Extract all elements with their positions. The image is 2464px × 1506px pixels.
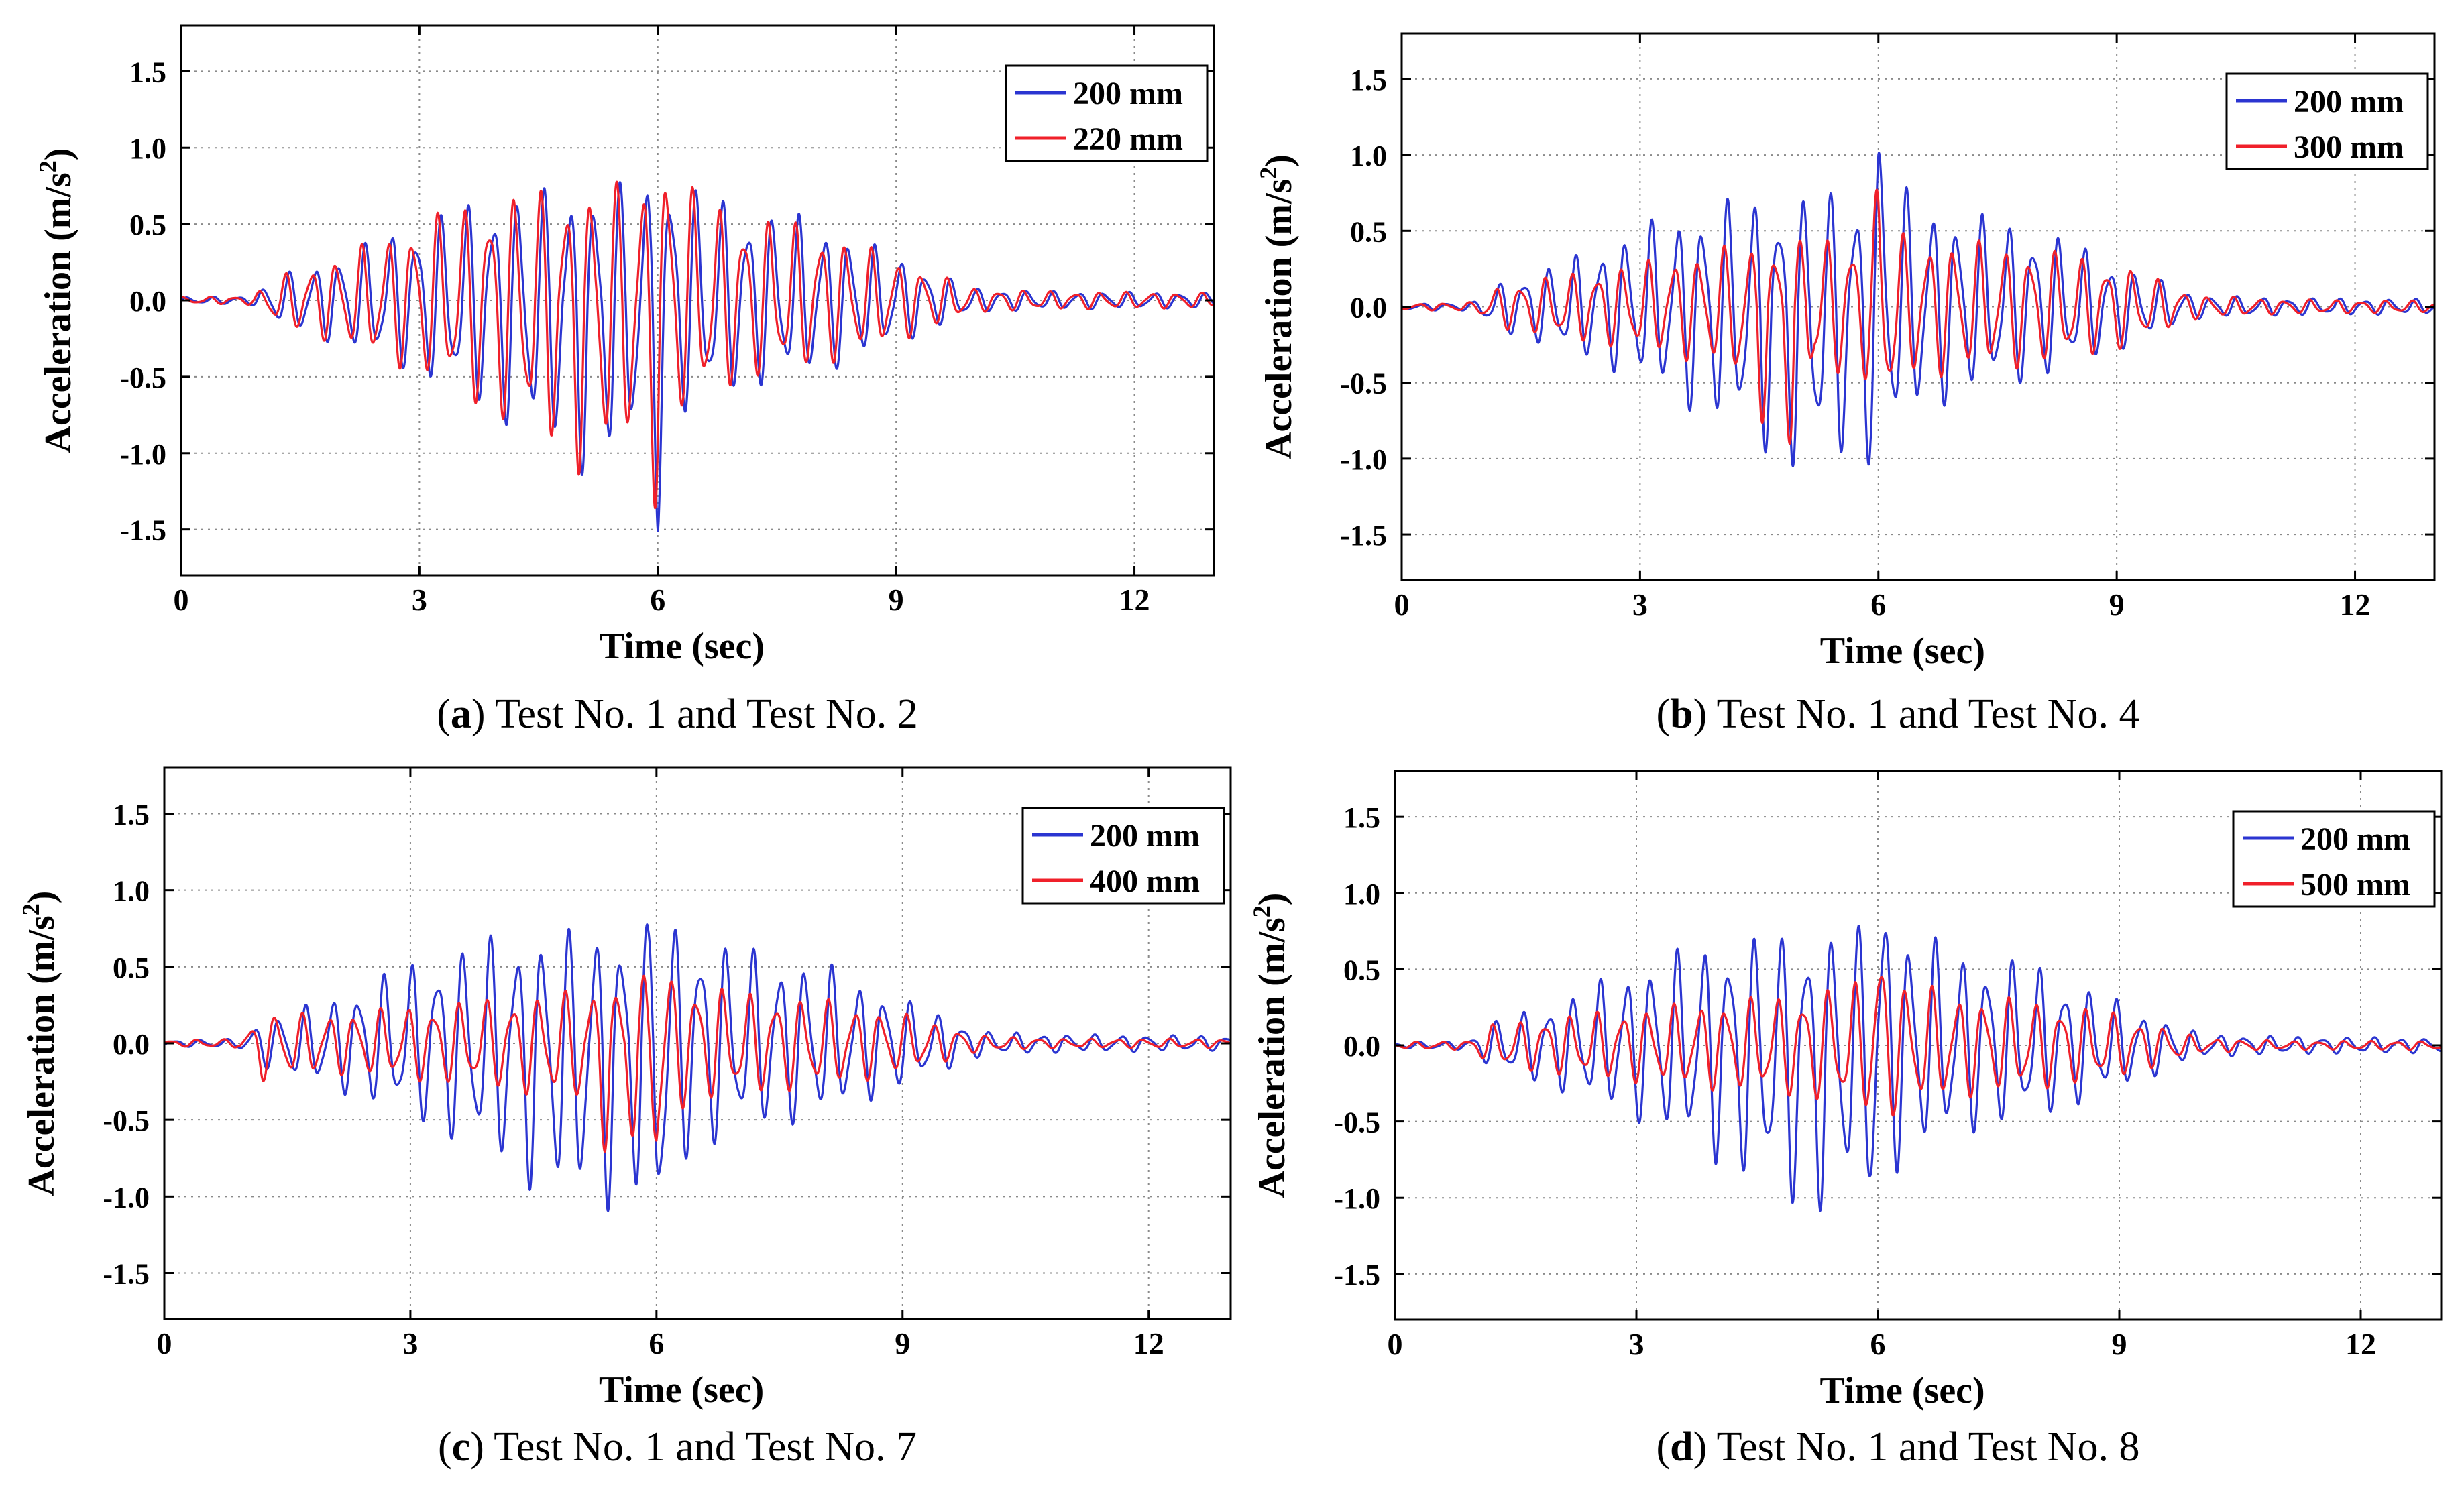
- x-tick-label: 0: [1388, 1327, 1403, 1361]
- legend-label: 500 mm: [2300, 867, 2410, 903]
- series-line-220-mm: [180, 180, 1215, 510]
- y-tick-label: -1.0: [119, 438, 166, 471]
- x-axis-label: Time (sec): [599, 1369, 764, 1411]
- x-axis-label: Time (sec): [600, 626, 765, 667]
- legend-label: 220 mm: [1073, 121, 1183, 157]
- x-axis-label: Time (sec): [1819, 1370, 1984, 1411]
- panel-d: 0 3 6 9 12 -1.5 -1.0 -0.5 0.0 0.5 1.0 1.5 Time (sec)…: [1248, 770, 2443, 1470]
- x-tick-label: 12: [1119, 583, 1150, 617]
- y-tick-label: -1.5: [119, 514, 166, 547]
- x-tick-label: 6: [1870, 1327, 1886, 1361]
- x-tick-label: 12: [2340, 587, 2371, 622]
- y-tick-label: 0.5: [129, 209, 166, 241]
- x-tick-label: 6: [650, 583, 665, 617]
- legend-label: 300 mm: [2294, 129, 2404, 165]
- y-tick-label: -0.5: [103, 1104, 150, 1137]
- series-line-400-mm: [164, 974, 1232, 1153]
- legend-label: 200 mm: [1090, 818, 1200, 854]
- legend-box: [2225, 72, 2429, 170]
- y-tick-label: 1.0: [1343, 878, 1380, 911]
- y-tick-label: 1.0: [129, 132, 166, 165]
- x-tick-label: 3: [412, 583, 427, 617]
- panel-caption: (d) Test No. 1 and Test No. 8: [1657, 1424, 2140, 1470]
- x-tick-label: 0: [174, 583, 189, 617]
- series-line-500-mm: [1394, 976, 2443, 1117]
- x-tick-label: 12: [2345, 1327, 2376, 1361]
- x-tick-label: 3: [402, 1326, 418, 1360]
- y-tick-label: 0.0: [113, 1028, 150, 1061]
- legend-box: [1021, 807, 1225, 905]
- panel-caption: (a) Test No. 1 and Test No. 2: [437, 691, 917, 737]
- series-line-200-mm: [180, 181, 1215, 533]
- x-tick-label: 6: [1870, 587, 1886, 622]
- x-tick-label: 3: [1632, 587, 1648, 622]
- y-tick-label: 1.5: [113, 799, 150, 831]
- panel-b: 0 3 6 9 12 -1.5 -1.0 -0.5 0.0 0.5 1.0 1.5 Time (sec)…: [1255, 32, 2436, 737]
- y-tick-label: -1.0: [1333, 1182, 1380, 1215]
- y-tick-label: 0.0: [1343, 1030, 1380, 1063]
- legend: 200 mm 400 mm: [1021, 807, 1225, 905]
- x-tick-label: 9: [2112, 1327, 2127, 1361]
- series-line-300-mm: [1401, 188, 2435, 445]
- y-tick-label: 0.5: [1343, 953, 1380, 986]
- legend-label: 200 mm: [2294, 84, 2404, 119]
- y-tick-label: 0.0: [129, 285, 166, 318]
- y-axis-label: Acceleration (m/s2): [34, 148, 79, 453]
- legend: 200 mm 500 mm: [2232, 810, 2436, 908]
- legend: 200 mm 300 mm: [2225, 72, 2429, 170]
- y-tick-label: -1.5: [1333, 1259, 1380, 1291]
- x-tick-label: 0: [157, 1326, 172, 1360]
- y-tick-label: 0.0: [1350, 292, 1387, 325]
- x-tick-label: 9: [2109, 587, 2125, 622]
- y-tick-label: 1.5: [1350, 64, 1387, 97]
- y-axis-label: Acceleration (m/s2): [1248, 893, 1293, 1198]
- y-tick-label: -1.5: [103, 1258, 150, 1291]
- y-axis-label: Acceleration (m/s2): [1255, 154, 1300, 459]
- x-tick-label: 0: [1394, 587, 1410, 622]
- legend-label: 200 mm: [2300, 821, 2410, 857]
- legend-label: 400 mm: [1090, 864, 1200, 899]
- y-tick-label: -0.5: [1333, 1106, 1380, 1139]
- series-line-200-mm: [164, 923, 1232, 1212]
- panel-a: 0 3 6 9 12 -1.5 -1.0 -0.5 0.0 0.5 1.0 1.5 Time (sec)…: [34, 24, 1215, 737]
- y-tick-label: 1.5: [1343, 801, 1380, 834]
- y-tick-label: 0.5: [1350, 215, 1387, 248]
- x-axis-label: Time (sec): [1820, 630, 1985, 672]
- y-tick-label: 1.0: [113, 875, 150, 908]
- y-axis-label: Acceleration (m/s2): [17, 891, 62, 1196]
- x-tick-label: 6: [649, 1326, 664, 1360]
- y-tick-label: 1.5: [129, 56, 166, 89]
- legend: 200 mm 220 mm: [1005, 64, 1209, 162]
- x-tick-label: 3: [1629, 1327, 1644, 1361]
- panel-c: 0 3 6 9 12 -1.5 -1.0 -0.5 0.0 0.5 1.0 1.5 Time (sec)…: [17, 766, 1232, 1470]
- x-tick-label: 9: [889, 583, 904, 617]
- legend-box: [2232, 810, 2436, 908]
- legend-box: [1005, 64, 1209, 162]
- panel-caption: (b) Test No. 1 and Test No. 4: [1657, 691, 2140, 737]
- y-tick-label: 0.5: [113, 951, 150, 984]
- y-tick-label: -1.0: [103, 1181, 150, 1214]
- legend-label: 200 mm: [1073, 76, 1183, 111]
- y-tick-label: -0.5: [1340, 367, 1387, 400]
- x-tick-label: 9: [895, 1326, 910, 1360]
- y-tick-label: -0.5: [119, 361, 166, 394]
- y-tick-label: 1.0: [1350, 139, 1387, 172]
- y-tick-label: -1.5: [1340, 519, 1387, 552]
- y-tick-label: -1.0: [1340, 443, 1387, 476]
- x-tick-label: 12: [1133, 1326, 1164, 1360]
- panel-caption: (c) Test No. 1 and Test No. 7: [438, 1424, 917, 1470]
